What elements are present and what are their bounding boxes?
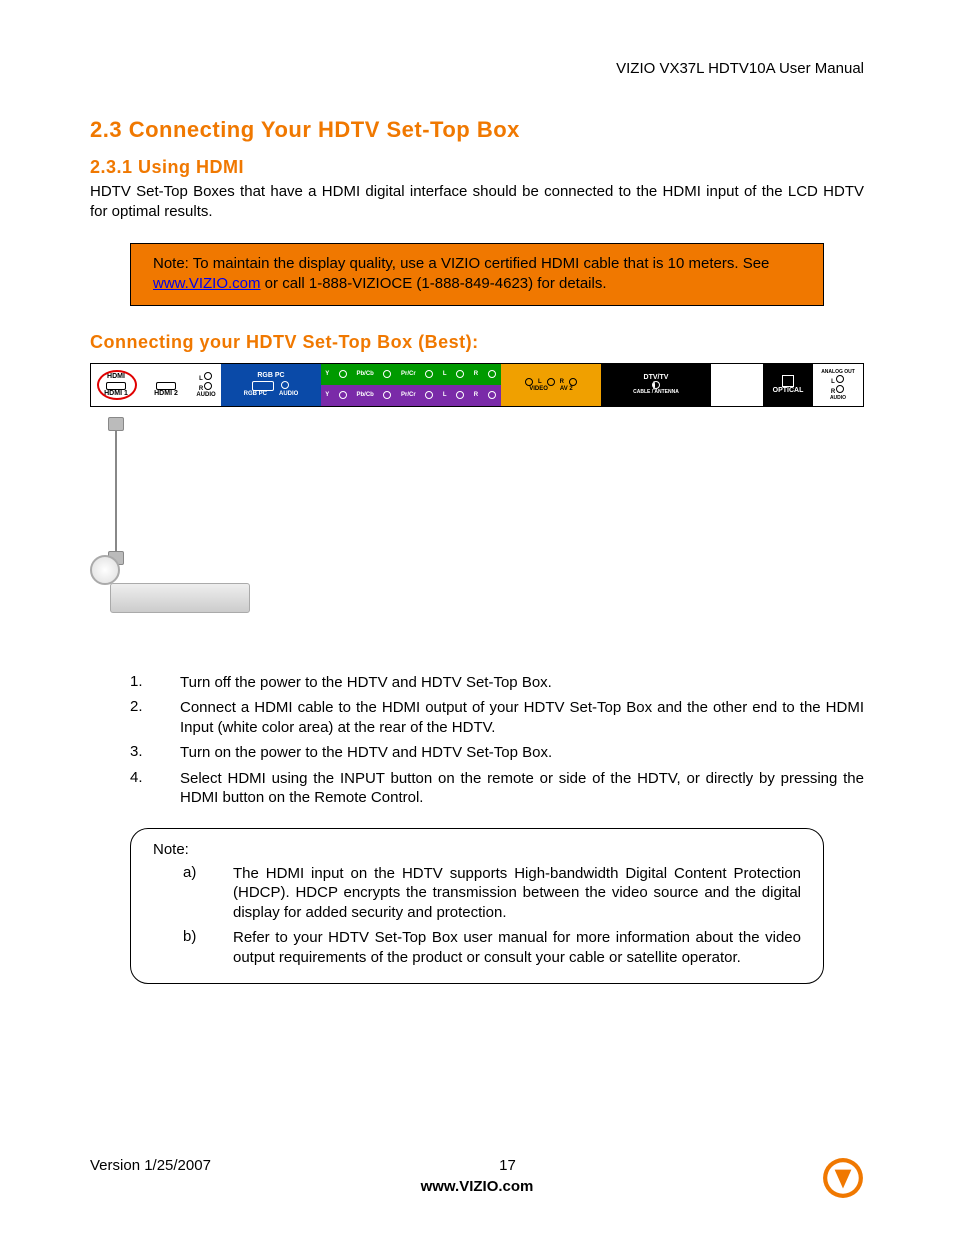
panel-hdmi-label: HDMI <box>107 373 125 380</box>
header-manual: VIZIO VX37L HDTV10A User Manual <box>90 60 864 77</box>
hdmi-cable-icon <box>115 431 117 551</box>
step-text: Connect a HDMI cable to the HDMI output … <box>180 698 864 737</box>
note-box-2: Note: a)The HDMI input on the HDTV suppo… <box>130 828 824 985</box>
satellite-dish-icon <box>90 555 120 585</box>
step-text: Select HDMI using the INPUT button on th… <box>180 769 864 808</box>
panel-rgb-label: RGB PC <box>257 372 284 379</box>
vizio-logo-icon <box>822 1157 864 1199</box>
note2-title: Note: <box>153 841 801 858</box>
comp-r: R <box>474 371 478 377</box>
panel-analog-audio: AUDIO <box>830 395 846 401</box>
note1-post: or call 1-888-VIZIOCE (1-888-849-4623) f… <box>261 275 607 292</box>
step-text: Turn on the power to the HDTV and HDTV S… <box>180 743 864 763</box>
note2-text: Refer to your HDTV Set-Top Box user manu… <box>233 928 801 967</box>
hdmi-connector-top-icon <box>108 417 124 431</box>
rear-panel-diagram: HDMI HDMI 1 HDMI 2 L R AUDIO RGB PC RGB … <box>90 363 864 407</box>
step-number: 4. <box>130 769 180 808</box>
panel-rgb-audio: AUDIO <box>279 391 298 397</box>
step-number: 1. <box>130 673 180 693</box>
hdmi1-port-icon <box>106 382 126 390</box>
rgb-port-icon <box>252 381 274 391</box>
footer-page: 17 <box>499 1157 516 1174</box>
note2-text: The HDMI input on the HDTV supports High… <box>233 864 801 923</box>
footer-version: Version 1/25/2007 <box>90 1157 211 1174</box>
comp-y: Y <box>325 371 329 377</box>
panel-dtv-label: DTV/TV <box>644 374 669 381</box>
footer-url: www.VIZIO.com <box>90 1178 864 1195</box>
panel-rgb-sub: RGB PC <box>244 391 267 397</box>
note-box-1: Note: To maintain the display quality, u… <box>130 243 824 306</box>
panel-dtv-sub: CABLE / ANTENNA <box>633 389 679 395</box>
hdmi2-port-icon <box>156 382 176 390</box>
steps-list: 1.Turn off the power to the HDTV and HDT… <box>130 673 864 808</box>
heading-3: Connecting your HDTV Set-Top Box (Best): <box>90 332 864 353</box>
note1-link[interactable]: www.VIZIO.com <box>153 275 261 292</box>
comp-pr: Pr/Cr <box>401 371 416 377</box>
panel-av-label: AV 2 <box>560 386 573 392</box>
comp-l: L <box>443 371 447 377</box>
intro-text: HDTV Set-Top Boxes that have a HDMI digi… <box>90 182 864 221</box>
step-number: 3. <box>130 743 180 763</box>
panel-hdmi2: HDMI 2 <box>154 390 178 397</box>
note2-letter: b) <box>183 928 233 967</box>
comp-pb: Pb/Cb <box>357 371 374 377</box>
step-number: 2. <box>130 698 180 737</box>
panel-optical-label: OPTICAL <box>773 387 804 394</box>
panel-hdmi-audio: AUDIO <box>196 392 215 398</box>
panel-hdmi1: HDMI 1 <box>104 390 128 397</box>
step-text: Turn off the power to the HDTV and HDTV … <box>180 673 864 693</box>
heading-1: 2.3 Connecting Your HDTV Set-Top Box <box>90 117 864 143</box>
component-2-row: Y Pb/Cb Pr/Cr L R <box>321 385 501 406</box>
component-1-row: Y Pb/Cb Pr/Cr L R <box>321 364 501 385</box>
optical-port-icon <box>782 375 794 387</box>
footer: Version 1/25/2007 17 www.VIZIO.com <box>90 1157 864 1195</box>
note1-pre: Note: To maintain the display quality, u… <box>153 255 769 272</box>
note2-letter: a) <box>183 864 233 923</box>
settop-box-icon <box>110 583 250 613</box>
panel-av-video: VIDEO <box>529 386 548 392</box>
heading-2: 2.3.1 Using HDMI <box>90 157 864 178</box>
cable-diagram <box>90 417 270 647</box>
